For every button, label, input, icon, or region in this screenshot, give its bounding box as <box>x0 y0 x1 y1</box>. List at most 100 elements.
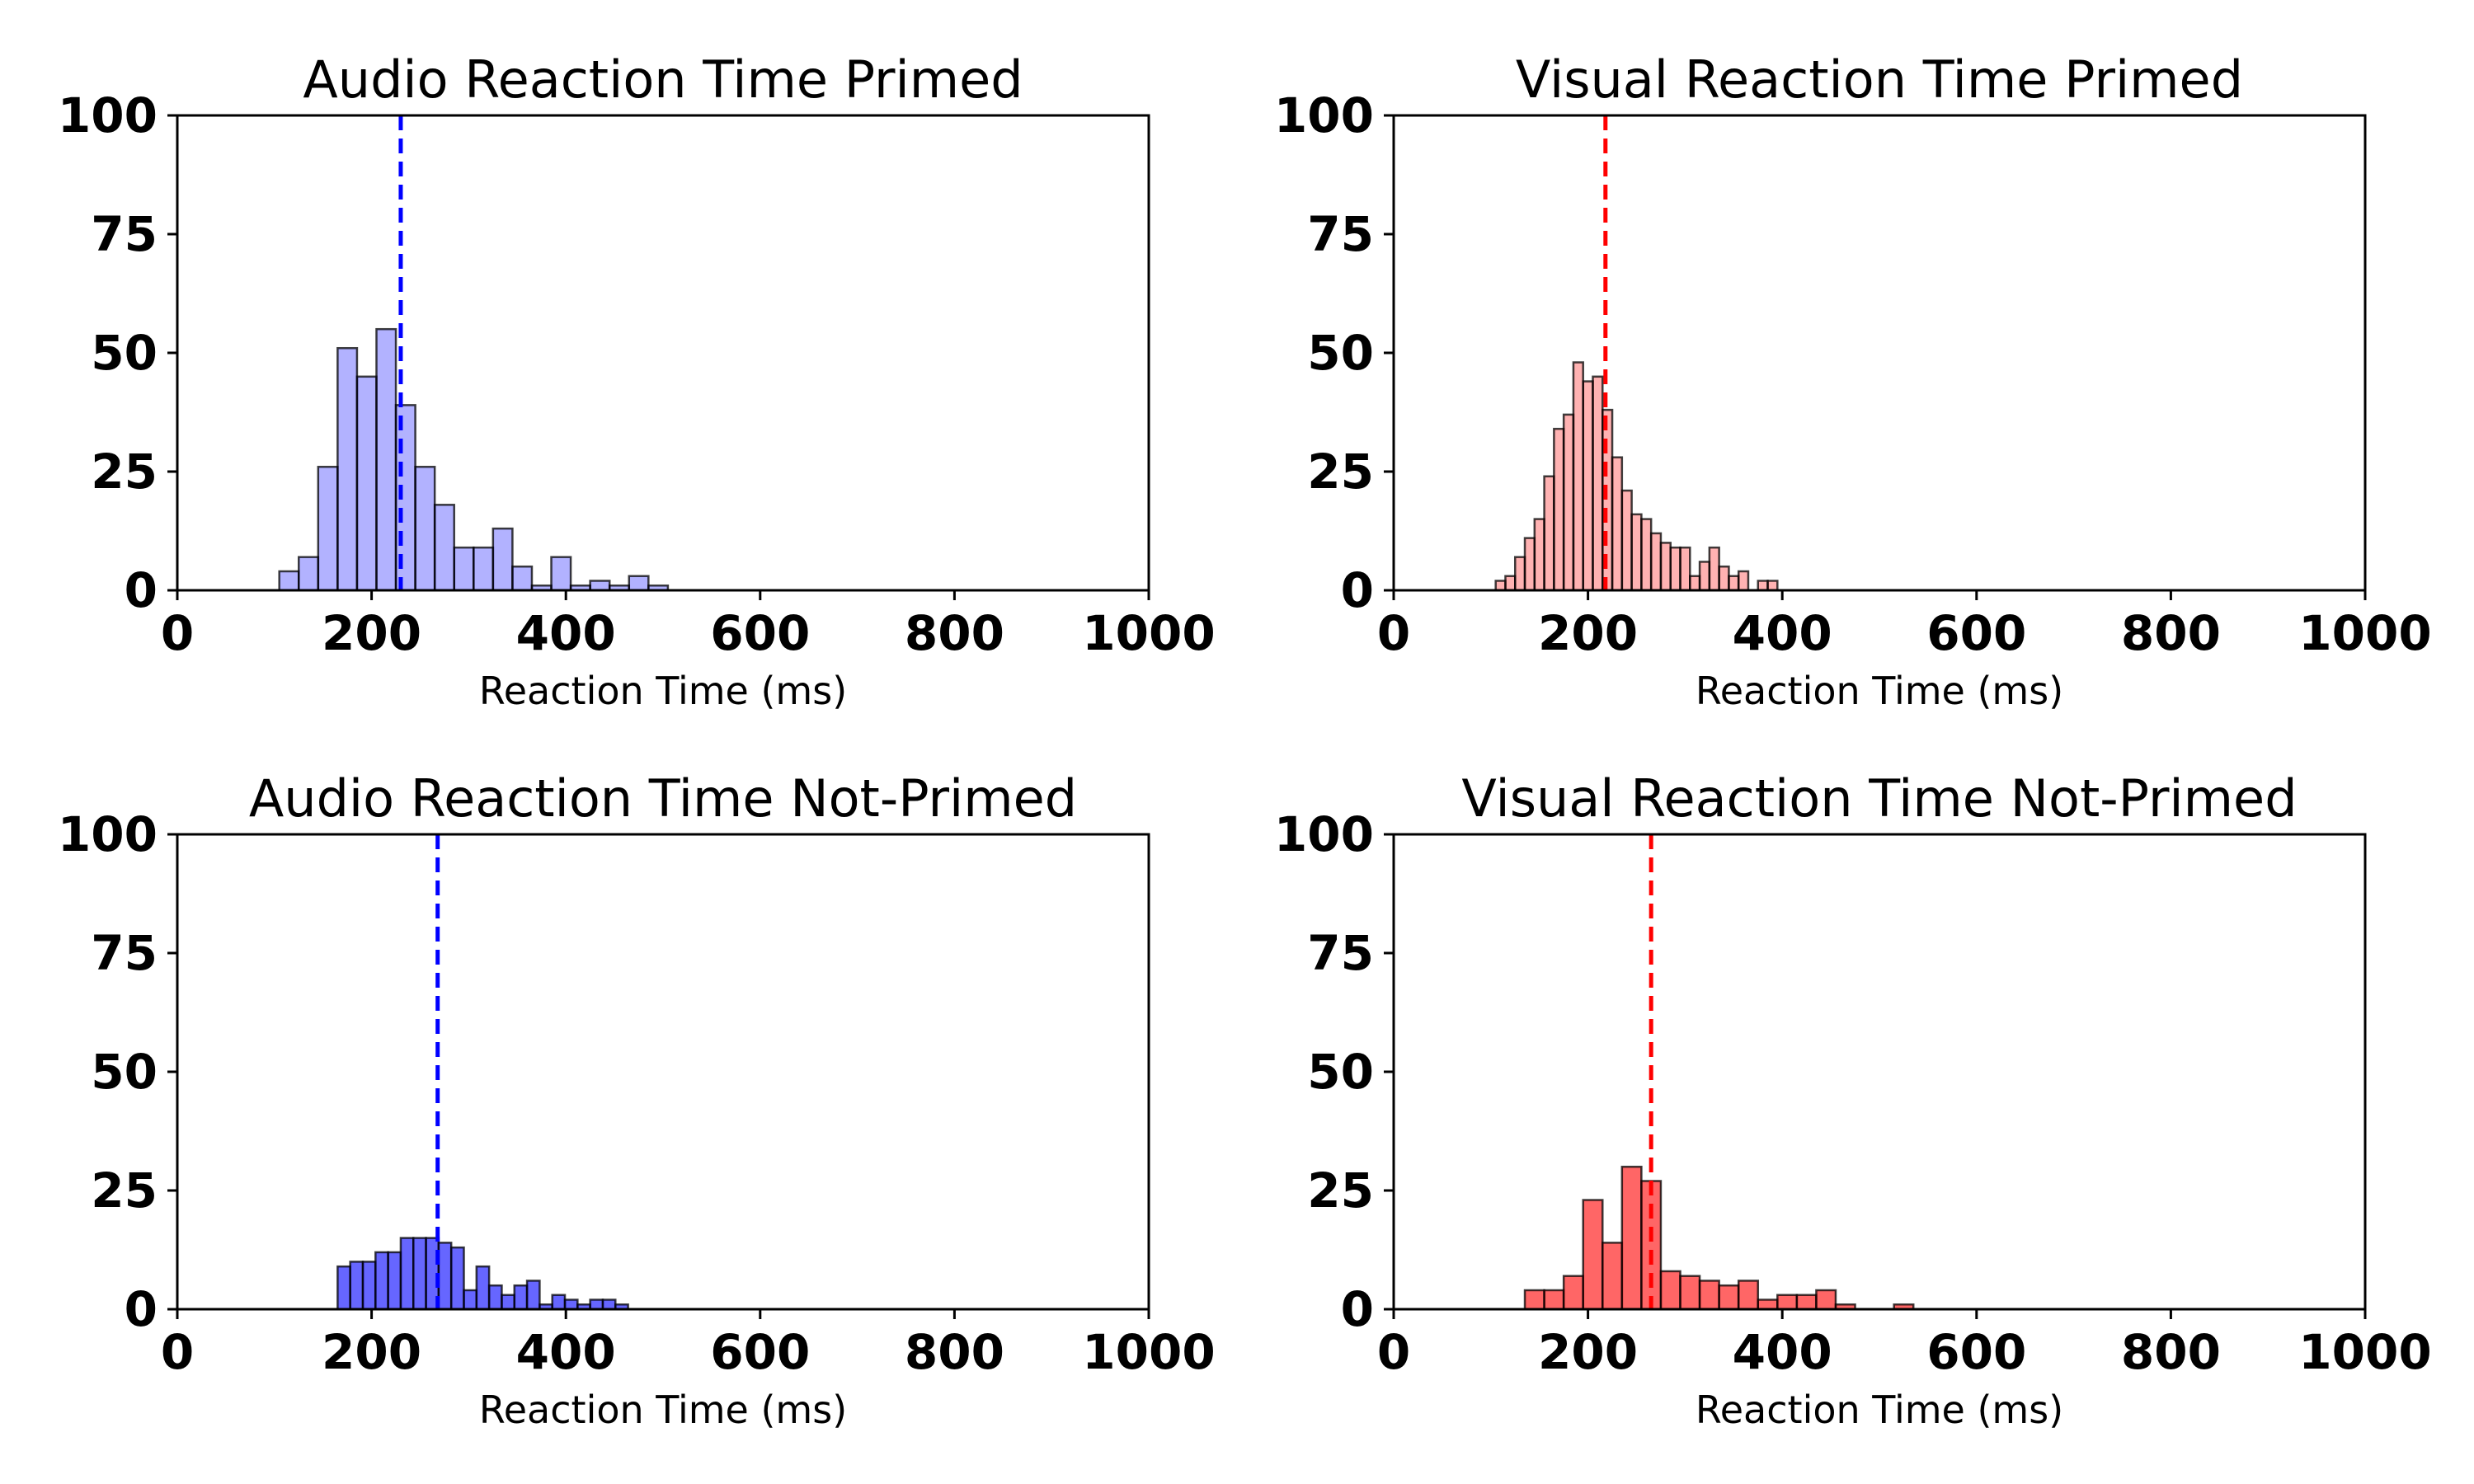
histogram-bar <box>1718 565 1730 592</box>
histogram-bar <box>513 1284 529 1311</box>
histogram-bar <box>1572 361 1584 592</box>
x-tick-label: 800 <box>905 1324 1004 1380</box>
x-tick-label: 1000 <box>2298 1324 2431 1380</box>
x-axis-label: Reaction Time (ms) <box>1696 1388 2063 1432</box>
histogram-bar <box>1514 556 1526 592</box>
histogram-bar <box>525 1280 541 1311</box>
histogram-bar <box>1757 580 1769 592</box>
y-tick-label: 50 <box>91 325 158 381</box>
histogram-bar <box>1737 570 1750 592</box>
histogram-bar <box>437 1242 453 1311</box>
histogram-bar <box>1679 546 1691 592</box>
histogram-bar <box>1698 1280 1720 1311</box>
histogram-bar <box>278 570 300 592</box>
histogram-bar <box>336 1265 351 1311</box>
y-tick-label: 50 <box>91 1044 158 1100</box>
histogram-bar <box>628 575 650 592</box>
y-tick-label: 100 <box>1274 87 1374 143</box>
histogram-bar <box>487 1284 503 1311</box>
y-tick-label: 0 <box>125 562 158 618</box>
histogram-bar <box>449 1246 465 1311</box>
histogram-bar <box>1718 1284 1740 1311</box>
histogram-bar <box>349 1261 365 1311</box>
histogram-bar <box>399 1237 415 1311</box>
x-tick-label: 1000 <box>1082 1324 1215 1380</box>
histogram-bar <box>473 546 495 592</box>
x-axis-label: Reaction Time (ms) <box>479 669 847 713</box>
y-tick-label: 75 <box>1307 206 1374 262</box>
histogram-bar <box>1698 561 1711 592</box>
histogram-panel-4: Visual Reaction Time Not-Primed 0 200 400 60… <box>1274 768 2432 1432</box>
y-tick-label: 75 <box>1307 925 1374 981</box>
histogram-bar <box>1708 546 1720 592</box>
histogram-bar <box>589 1298 604 1311</box>
histogram-panel-3: Audio Reaction Time Not-Primed 0 200 400 600… <box>58 768 1216 1432</box>
plot-frame <box>176 833 1150 1311</box>
histogram-bar <box>1582 380 1594 592</box>
histogram-bar <box>1649 532 1663 592</box>
histogram-bar <box>1543 1289 1565 1311</box>
histogram-bar <box>1669 546 1681 592</box>
x-tick-label: 200 <box>322 605 421 661</box>
histogram-bar <box>1553 427 1565 592</box>
histogram-bar <box>1795 1294 1818 1311</box>
histogram-bar <box>1679 1275 1701 1311</box>
y-tick-label: 0 <box>125 1281 158 1337</box>
y-tick-label: 100 <box>58 87 158 143</box>
x-tick-label: 800 <box>2121 1324 2221 1380</box>
x-tick-label: 400 <box>1733 1324 1832 1380</box>
histogram-bar <box>1620 489 1633 592</box>
panel-title: Audio Reaction Time Not-Primed <box>249 768 1077 829</box>
histogram-bar <box>1582 1199 1604 1311</box>
histogram-bar <box>453 546 475 592</box>
histogram-bar <box>589 580 611 592</box>
x-tick-label: 600 <box>710 605 810 661</box>
histogram-bar <box>1523 1289 1545 1311</box>
x-tick-label: 400 <box>1733 605 1832 661</box>
y-tick-label: 25 <box>91 444 158 500</box>
histogram-bar <box>463 1289 478 1311</box>
histogram-bar <box>1562 413 1575 592</box>
histogram-bar <box>1562 1275 1584 1311</box>
histogram-bar <box>298 556 320 592</box>
histogram-bar <box>1611 456 1624 592</box>
histogram-bar <box>550 556 572 592</box>
y-tick-label: 75 <box>91 925 158 981</box>
histogram-bar <box>1737 1280 1759 1311</box>
histogram-bar <box>1776 1294 1799 1311</box>
histogram-bar <box>387 1251 402 1311</box>
histogram-bar <box>317 465 339 592</box>
histogram-bar <box>1659 1270 1681 1311</box>
histogram-bar <box>1523 537 1536 592</box>
x-tick-label: 0 <box>161 1324 194 1380</box>
histogram-bar <box>412 1237 427 1311</box>
x-tick-label: 1000 <box>2298 605 2431 661</box>
histogram-bar <box>511 565 534 592</box>
y-tick-label: 100 <box>1274 806 1374 862</box>
y-tick-label: 0 <box>1341 562 1374 618</box>
histogram-bar <box>355 375 378 592</box>
histogram-bar <box>433 504 455 592</box>
histogram-bar <box>361 1261 377 1311</box>
x-tick-label: 800 <box>905 605 1004 661</box>
x-axis-label: Reaction Time (ms) <box>1696 669 2063 713</box>
histogram-panel-1: Audio Reaction Time Primed 0 200 400 600 800 1… <box>58 49 1216 713</box>
histogram-bar <box>1630 513 1643 592</box>
x-tick-label: 600 <box>1926 1324 2026 1380</box>
histogram-bar <box>1640 1180 1663 1311</box>
histogram-bar <box>336 346 359 592</box>
histogram-bar <box>1757 1298 1779 1311</box>
histogram-bar <box>551 1294 567 1311</box>
x-tick-label: 600 <box>710 1324 810 1380</box>
plot-frame <box>1392 833 2367 1311</box>
histogram-bar <box>375 327 397 592</box>
x-axis-label: Reaction Time (ms) <box>479 1388 847 1432</box>
histogram-bar <box>501 1294 516 1311</box>
histogram-bar <box>1640 518 1653 592</box>
panel-title: Visual Reaction Time Primed <box>1516 49 2243 110</box>
x-tick-label: 200 <box>1538 1324 1638 1380</box>
y-tick-label: 100 <box>58 806 158 862</box>
histogram-bar <box>492 527 514 592</box>
histogram-bar <box>1815 1289 1837 1311</box>
